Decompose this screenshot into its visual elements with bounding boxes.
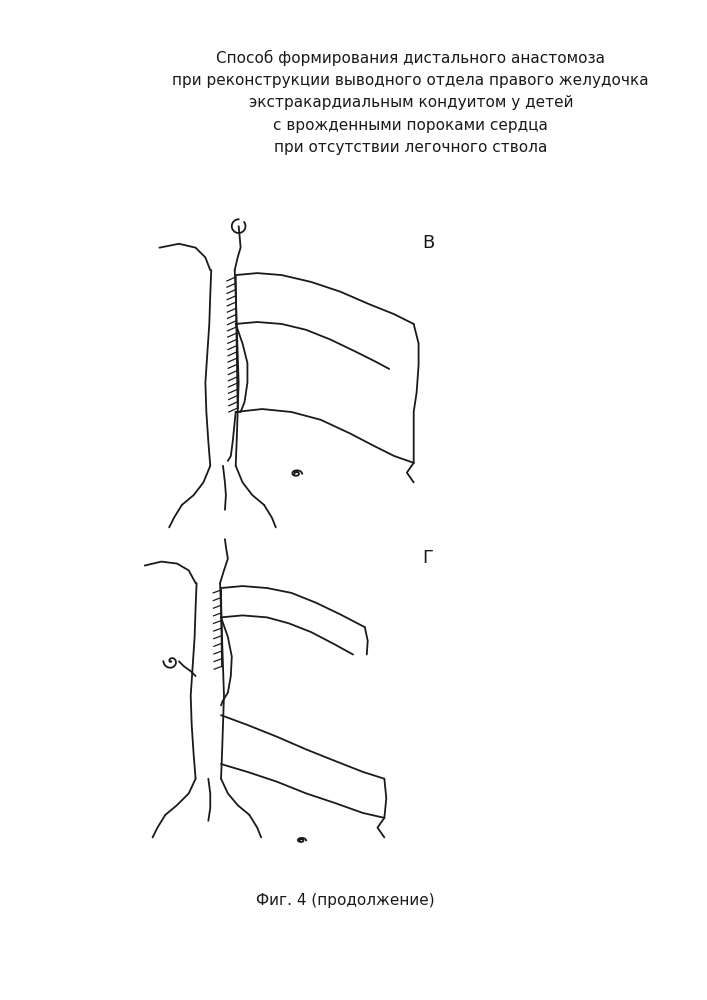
Text: Г: Г xyxy=(423,549,433,567)
Text: В: В xyxy=(423,234,435,252)
Text: Способ формирования дистального анастомоза: Способ формирования дистального анастомо… xyxy=(216,50,605,66)
Text: с врожденными пороками сердца: с врожденными пороками сердца xyxy=(274,118,548,133)
Text: при реконструкции выводного отдела правого желудочка: при реконструкции выводного отдела право… xyxy=(173,73,649,88)
Text: при отсутствии легочного ствола: при отсутствии легочного ствола xyxy=(274,140,547,155)
Text: экстракардиальным кондуитом у детей: экстракардиальным кондуитом у детей xyxy=(248,95,573,110)
Text: Фиг. 4 (продолжение): Фиг. 4 (продолжение) xyxy=(256,893,435,908)
